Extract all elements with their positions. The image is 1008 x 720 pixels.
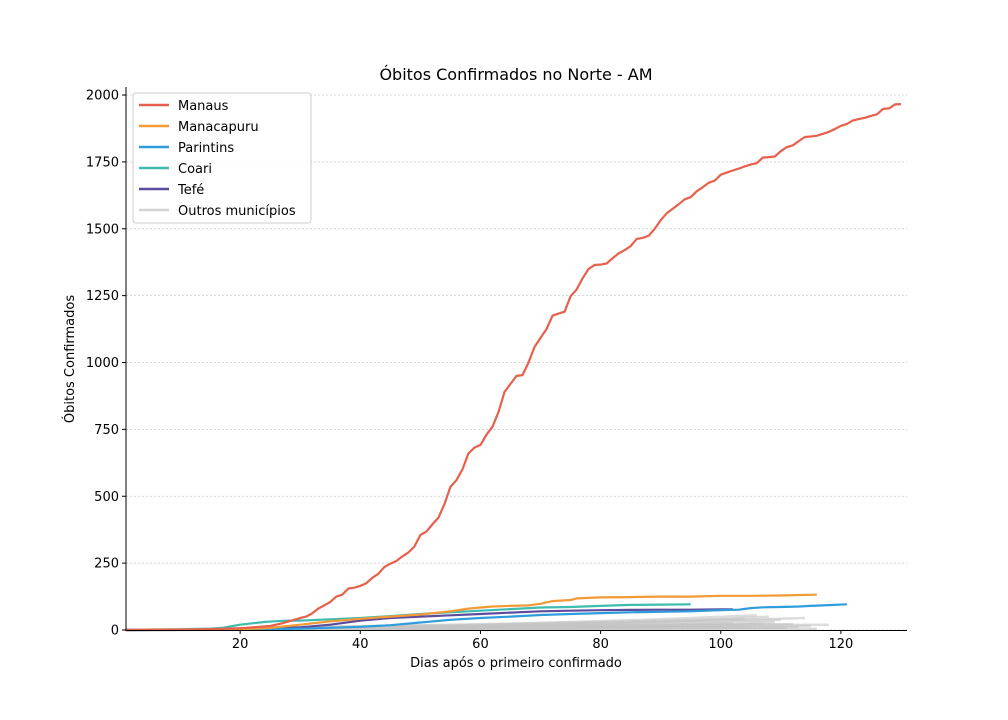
legend-label: Outros municípios <box>178 204 296 219</box>
y-tick-label: 750 <box>94 423 119 438</box>
chart-title: Óbitos Confirmados no Norte - AM <box>379 65 652 84</box>
x-tick-label: 40 <box>352 637 369 652</box>
y-tick-label: 2000 <box>86 89 119 104</box>
x-tick-label: 100 <box>708 637 733 652</box>
y-tick-label: 1250 <box>86 289 119 304</box>
x-tick-label: 80 <box>592 637 609 652</box>
y-tick-label: 500 <box>94 490 119 505</box>
x-tick-label: 60 <box>472 637 489 652</box>
series-line-manaus <box>125 103 902 632</box>
legend-box <box>132 92 312 224</box>
series-line-tef- <box>125 608 733 632</box>
y-tick-label: 0 <box>111 624 119 639</box>
series-line-coari <box>125 603 691 632</box>
legend-label: Manaus <box>178 99 229 114</box>
series-lines <box>125 103 902 632</box>
y-tick-label: 1750 <box>86 155 119 170</box>
series-line-manacapuru <box>125 593 817 632</box>
y-tick-label: 1500 <box>86 222 119 237</box>
y-tick-label: 250 <box>94 557 119 572</box>
legend-label: Coari <box>178 162 212 177</box>
x-tick-label: 20 <box>232 637 249 652</box>
y-tick-label: 1000 <box>86 356 119 371</box>
legend-label: Parintins <box>178 141 234 156</box>
x-tick-label: 120 <box>829 637 854 652</box>
x-axis-label: Dias após o primeiro confirmado <box>410 656 622 671</box>
legend: Manaus Manacapuru Parintins Coari Tefé Outros… <box>132 92 312 224</box>
x-ticks: 20 40 60 80 100 120 <box>232 630 853 652</box>
y-axis-label: Óbitos Confirmados <box>62 295 78 423</box>
legend-label: Manacapuru <box>178 120 259 135</box>
series-line-parintins <box>125 603 847 632</box>
y-ticks: 0 250 500 750 1000 1250 1500 1750 2000 <box>86 89 126 639</box>
legend-label: Tefé <box>177 183 204 198</box>
